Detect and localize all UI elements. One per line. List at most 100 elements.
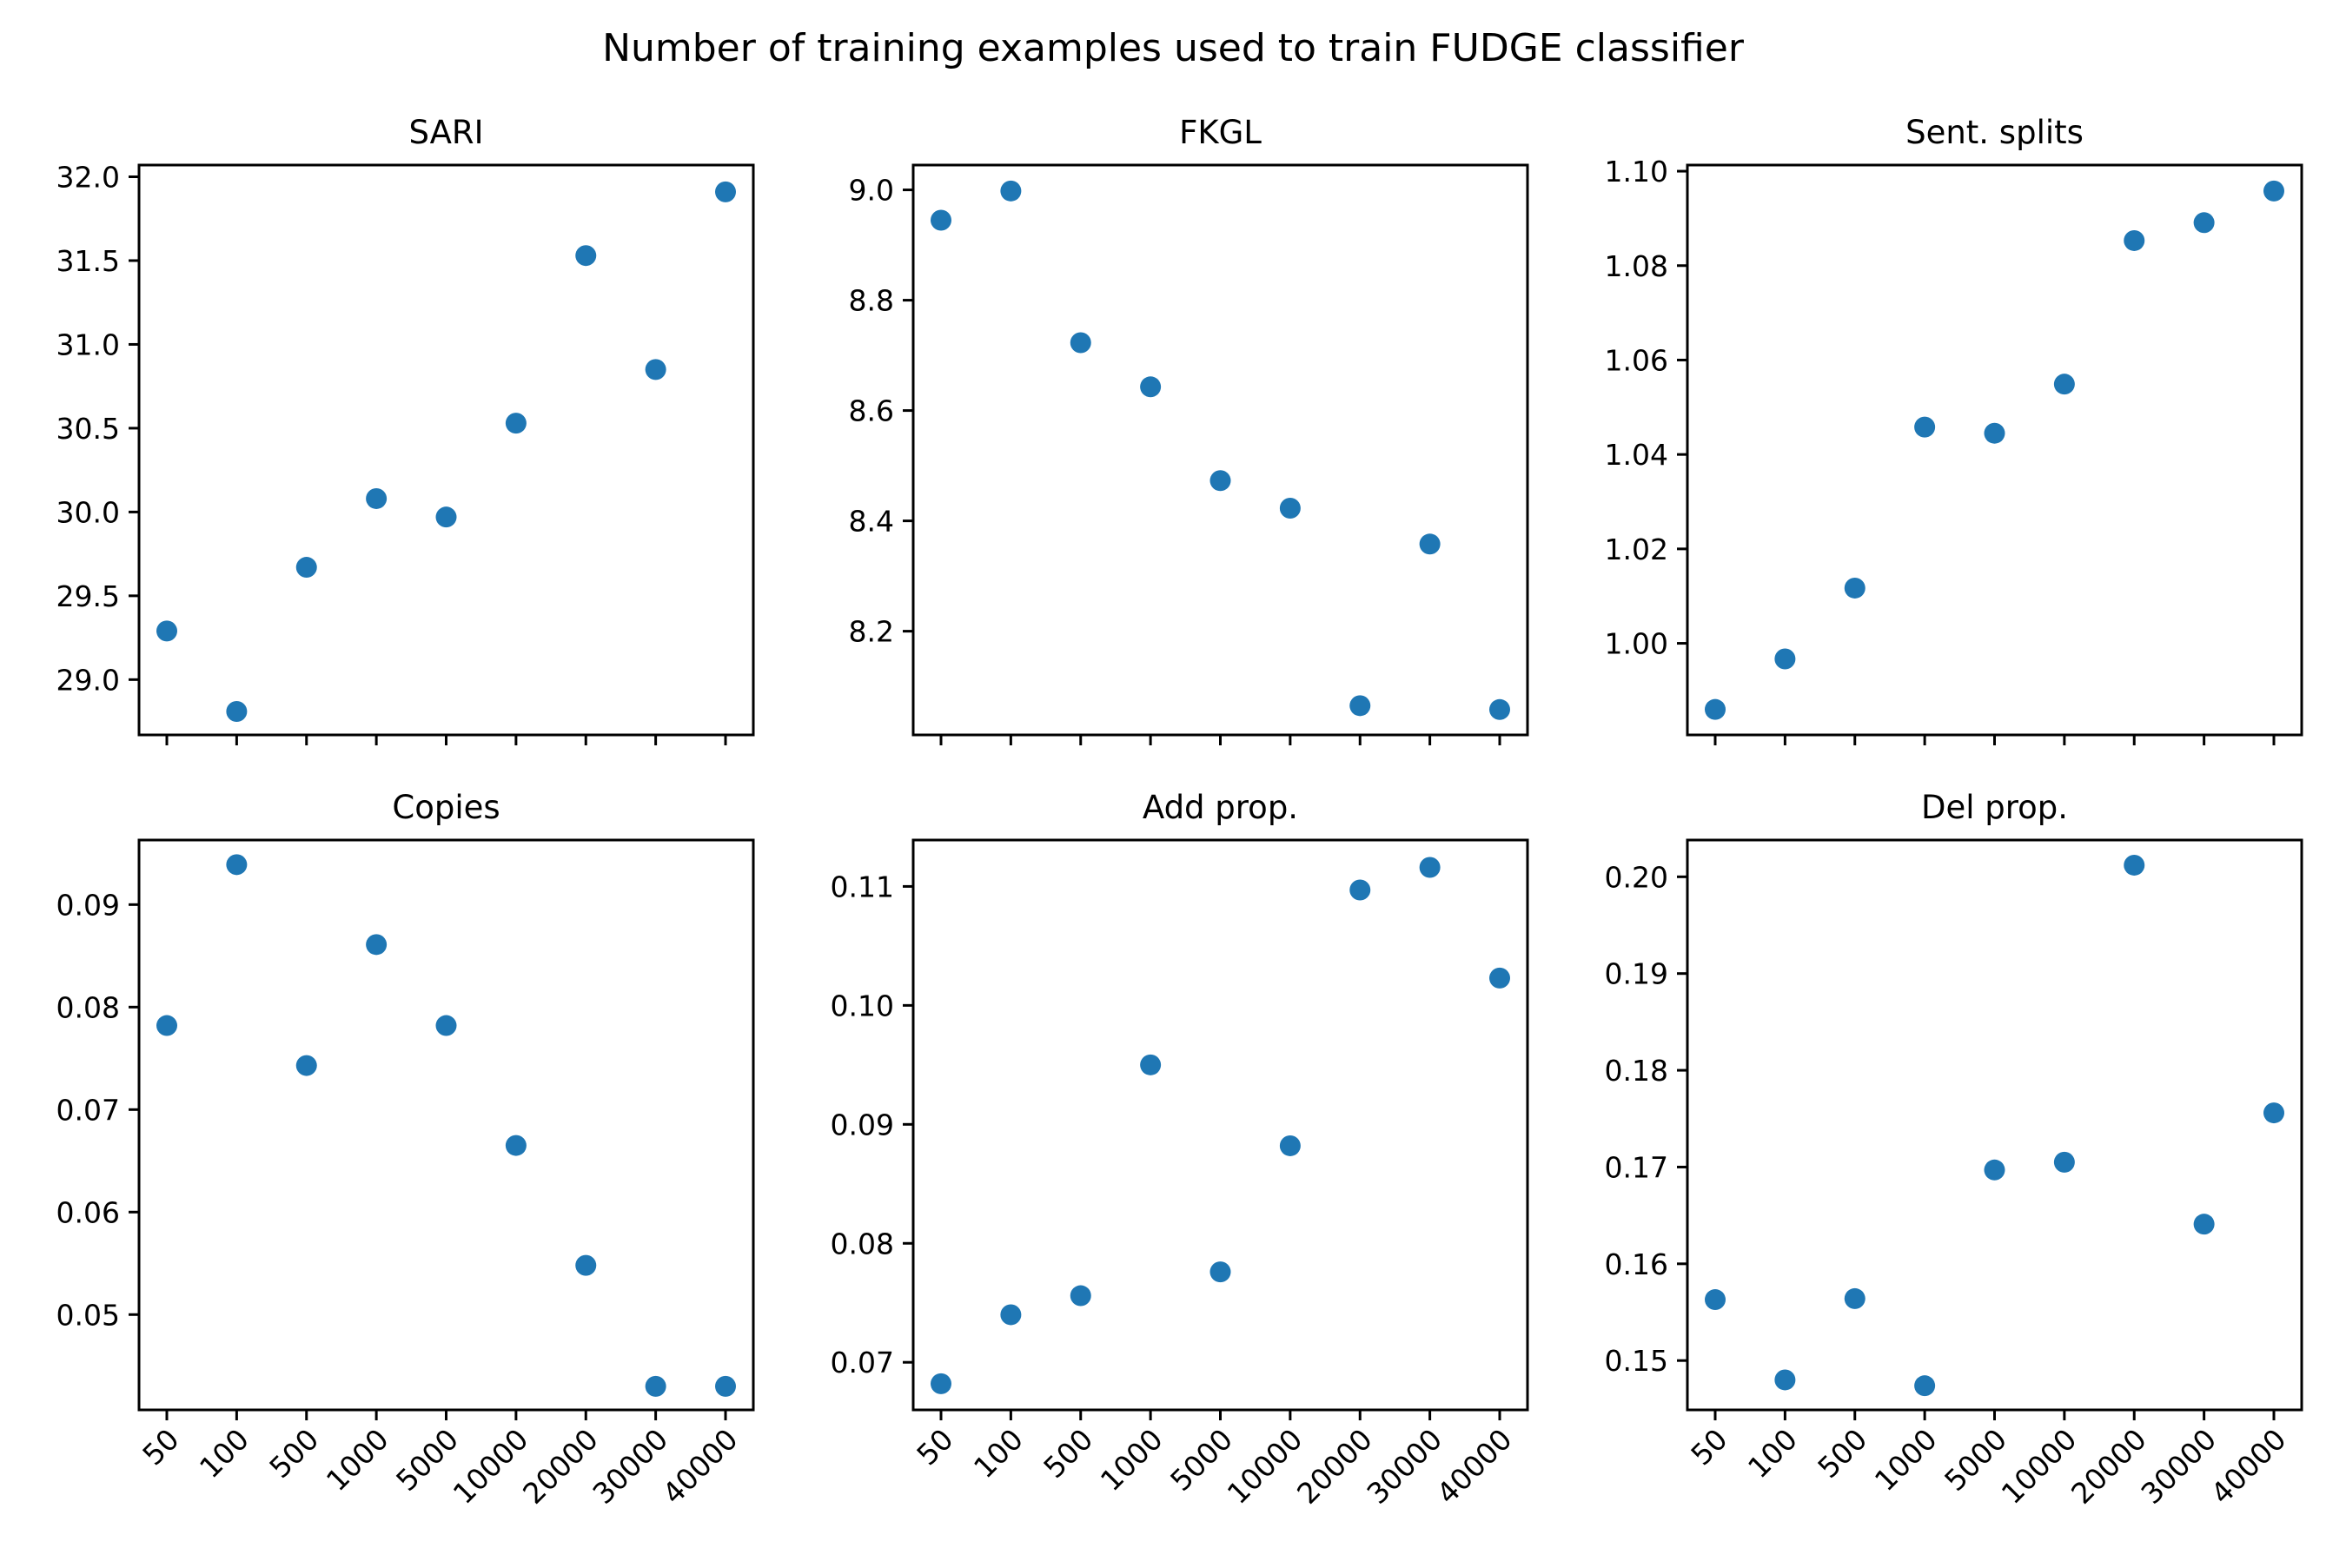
x-tick-label: 1000 (320, 1422, 395, 1498)
plot-frame (137, 838, 755, 1412)
x-tick-label: 20000 (2064, 1422, 2153, 1511)
data-point (1349, 879, 1371, 901)
data-point (2053, 374, 2075, 395)
x-tick-label: 50 (910, 1422, 959, 1472)
y-tick-label: 0.08 (56, 990, 120, 1024)
data-point (1349, 695, 1371, 717)
y-tick-label: 0.09 (831, 1108, 894, 1141)
x-tick-label: 100 (1741, 1422, 1804, 1485)
x-tick-label: 10000 (1221, 1422, 1309, 1511)
y-tick-label: 0.09 (56, 888, 120, 922)
data-point (505, 413, 527, 434)
y-tick-label: 1.10 (1605, 155, 1668, 189)
subplot-title: Sent. splits (1905, 114, 2084, 151)
y-tick-label: 9.0 (849, 174, 894, 208)
y-tick-label: 31.0 (56, 327, 120, 361)
x-tick-label: 50 (1684, 1422, 1733, 1472)
data-point (1209, 470, 1231, 492)
data-point (1209, 1261, 1231, 1283)
plot-frame (911, 838, 1529, 1412)
data-point (1705, 1289, 1726, 1311)
y-tick-label: 0.15 (1605, 1344, 1668, 1378)
data-point (1774, 648, 1796, 670)
data-point (1774, 1369, 1796, 1391)
x-tick-label: 10000 (1995, 1422, 2084, 1511)
x-tick-label: 30000 (586, 1422, 674, 1511)
y-tick-label: 29.5 (56, 579, 120, 613)
y-tick-label: 0.16 (1605, 1247, 1668, 1281)
data-point (1984, 1159, 2005, 1181)
y-tick-label: 0.07 (831, 1346, 894, 1379)
plot-frame (137, 163, 755, 737)
x-tick-label: 1000 (1868, 1422, 1944, 1498)
data-point (435, 1015, 457, 1036)
x-tick-label: 40000 (1430, 1422, 1519, 1511)
plot-frame (1686, 163, 2303, 737)
figure-title: Number of training examples used to trai… (602, 26, 1745, 70)
y-tick-label: 8.4 (849, 505, 894, 539)
data-point (2053, 1151, 2075, 1173)
x-tick-label: 30000 (1360, 1422, 1448, 1511)
subplot-title: FKGL (1179, 114, 1262, 151)
data-point (931, 1373, 951, 1394)
subplot-3: Sent. splits 1.00 1.02 1.04 1.06 1.08 1.10 (1605, 114, 2303, 745)
data-point (1705, 698, 1726, 720)
data-point (1070, 332, 1091, 354)
y-tick-label: 0.06 (56, 1195, 120, 1229)
y-tick-label: 0.18 (1605, 1054, 1668, 1088)
data-point (366, 487, 388, 509)
x-tick-label: 20000 (1290, 1422, 1379, 1511)
x-tick-label: 500 (262, 1422, 325, 1485)
subplot-title: SARI (408, 114, 483, 151)
data-point (645, 1375, 666, 1397)
y-tick-label: 8.2 (849, 615, 894, 649)
data-point (1000, 1304, 1022, 1326)
y-tick-label: 30.5 (56, 412, 120, 446)
data-point (575, 245, 597, 267)
data-point (1070, 1285, 1091, 1307)
plot-frame (911, 163, 1529, 737)
data-point (366, 934, 388, 956)
data-point (226, 700, 248, 722)
y-tick-label: 29.0 (56, 663, 120, 697)
data-point (715, 181, 736, 202)
y-tick-label: 1.08 (1605, 249, 1668, 283)
x-tick-label: 500 (1037, 1422, 1099, 1485)
data-point (2263, 1102, 2284, 1124)
y-tick-label: 0.17 (1605, 1150, 1668, 1184)
data-point (645, 359, 666, 380)
data-point (1419, 533, 1441, 555)
x-tick-label: 1000 (1094, 1422, 1170, 1498)
data-point (1914, 416, 1936, 438)
subplot-1: SARI 29.0 29.5 30.0 30.5 31.0 31.5 32.0 (56, 114, 755, 745)
data-point (931, 209, 951, 231)
y-tick-label: 1.00 (1605, 627, 1668, 661)
y-tick-label: 1.02 (1605, 533, 1668, 566)
data-point (1140, 1054, 1162, 1075)
data-point (505, 1135, 527, 1156)
x-tick-label: 10000 (447, 1422, 535, 1511)
data-point (435, 506, 457, 528)
x-tick-label: 100 (967, 1422, 1030, 1485)
data-point (2263, 180, 2284, 202)
subplot-title: Del prop. (1921, 789, 2068, 826)
y-tick-label: 1.04 (1605, 438, 1668, 472)
y-tick-label: 1.06 (1605, 343, 1668, 377)
x-tick-label: 40000 (656, 1422, 745, 1511)
subplot-6: Del prop. 0.15 0.16 0.17 0.18 0.19 0.20 50 100 50… (1605, 789, 2303, 1511)
x-tick-label: 20000 (516, 1422, 605, 1511)
y-tick-label: 30.0 (56, 495, 120, 529)
data-point (2124, 854, 2145, 876)
x-tick-label: 30000 (2134, 1422, 2223, 1511)
data-point (1000, 180, 1022, 202)
x-tick-label: 50 (136, 1422, 185, 1472)
data-point (1279, 1135, 1301, 1156)
data-point (1489, 698, 1510, 720)
data-point (2124, 229, 2145, 251)
data-point (295, 1055, 317, 1076)
data-point (226, 854, 248, 876)
